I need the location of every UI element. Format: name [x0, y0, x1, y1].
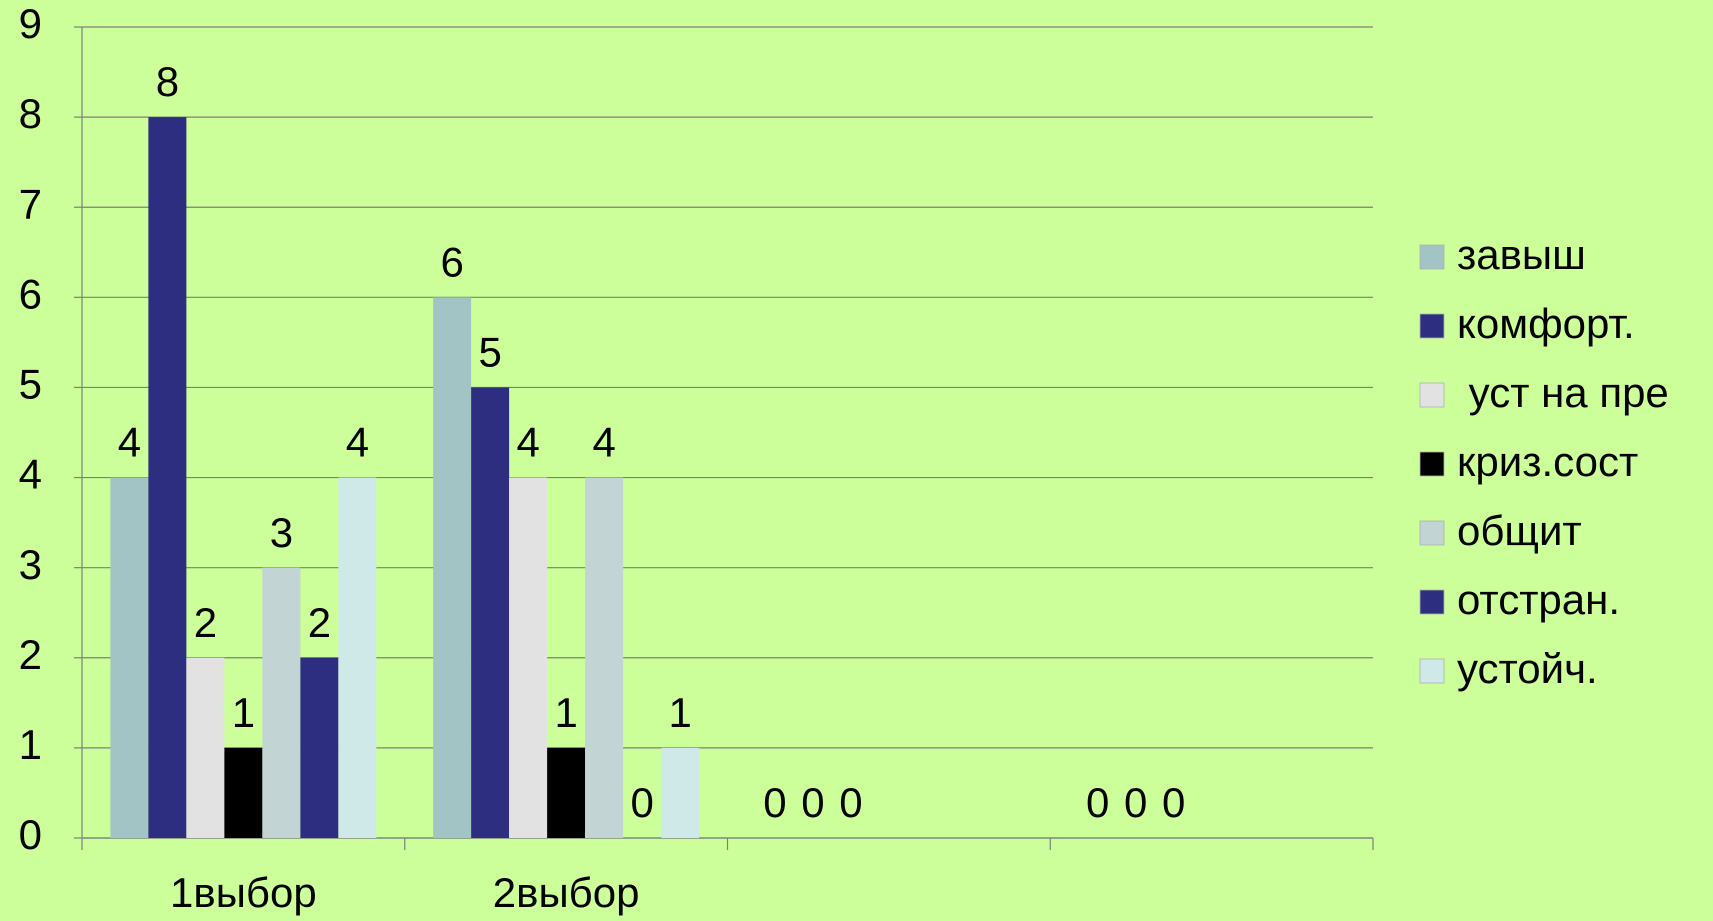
bar — [471, 387, 510, 838]
bar — [262, 567, 301, 838]
y-tick-label: 8 — [19, 90, 42, 137]
legend-label: общит — [1457, 507, 1582, 554]
legend-label: криз.сост — [1457, 438, 1638, 485]
legend-label: отстран. — [1457, 576, 1620, 623]
value-label: 0 — [1124, 779, 1147, 826]
bar — [338, 477, 377, 838]
y-tick-label: 7 — [19, 180, 42, 227]
value-label: 4 — [516, 419, 539, 466]
value-label: 0 — [801, 779, 824, 826]
legend-swatch — [1419, 244, 1445, 270]
y-tick-label: 5 — [19, 361, 42, 408]
bar — [547, 747, 586, 838]
value-label: 3 — [270, 509, 293, 556]
value-label: 0 — [839, 779, 862, 826]
x-tick-label: 2выбор — [493, 869, 640, 916]
legend-label: комфорт. — [1457, 300, 1635, 347]
y-tick-label: 4 — [19, 451, 42, 498]
legend-swatch — [1419, 589, 1445, 615]
legend-label: уст на пре — [1457, 369, 1669, 416]
y-tick-label: 9 — [19, 0, 42, 47]
legend-label: завыш — [1457, 231, 1586, 278]
bar — [110, 477, 149, 838]
y-tick-label: 0 — [19, 811, 42, 858]
value-label: 0 — [1162, 779, 1185, 826]
legend-swatch — [1419, 451, 1445, 477]
value-label: 5 — [478, 329, 501, 376]
value-label: 4 — [346, 419, 369, 466]
bar — [186, 657, 225, 838]
value-label: 8 — [156, 58, 179, 105]
legend-swatch — [1419, 520, 1445, 546]
value-label: 1 — [232, 689, 255, 736]
legend-swatch — [1419, 313, 1445, 339]
y-tick-label: 1 — [19, 721, 42, 768]
bar — [509, 477, 548, 838]
legend-label: устойч. — [1457, 645, 1598, 692]
bar — [148, 117, 187, 839]
y-tick-label: 2 — [19, 631, 42, 678]
value-label: 4 — [592, 419, 615, 466]
value-label: 1 — [668, 689, 691, 736]
value-label: 2 — [308, 599, 331, 646]
bar — [224, 747, 263, 838]
bar — [433, 297, 472, 838]
y-tick-label: 3 — [19, 541, 42, 588]
bar — [300, 657, 339, 838]
legend-swatch — [1419, 658, 1445, 684]
value-label: 0 — [630, 779, 653, 826]
bar — [585, 477, 624, 838]
value-label: 1 — [554, 689, 577, 736]
value-label: 4 — [118, 419, 141, 466]
value-label: 2 — [194, 599, 217, 646]
value-label: 0 — [1086, 779, 1109, 826]
legend-swatch — [1419, 382, 1445, 408]
value-label: 0 — [763, 779, 786, 826]
bar — [661, 747, 700, 838]
x-tick-label: 1выбор — [170, 869, 317, 916]
value-label: 6 — [440, 238, 463, 285]
y-tick-label: 6 — [19, 270, 42, 317]
